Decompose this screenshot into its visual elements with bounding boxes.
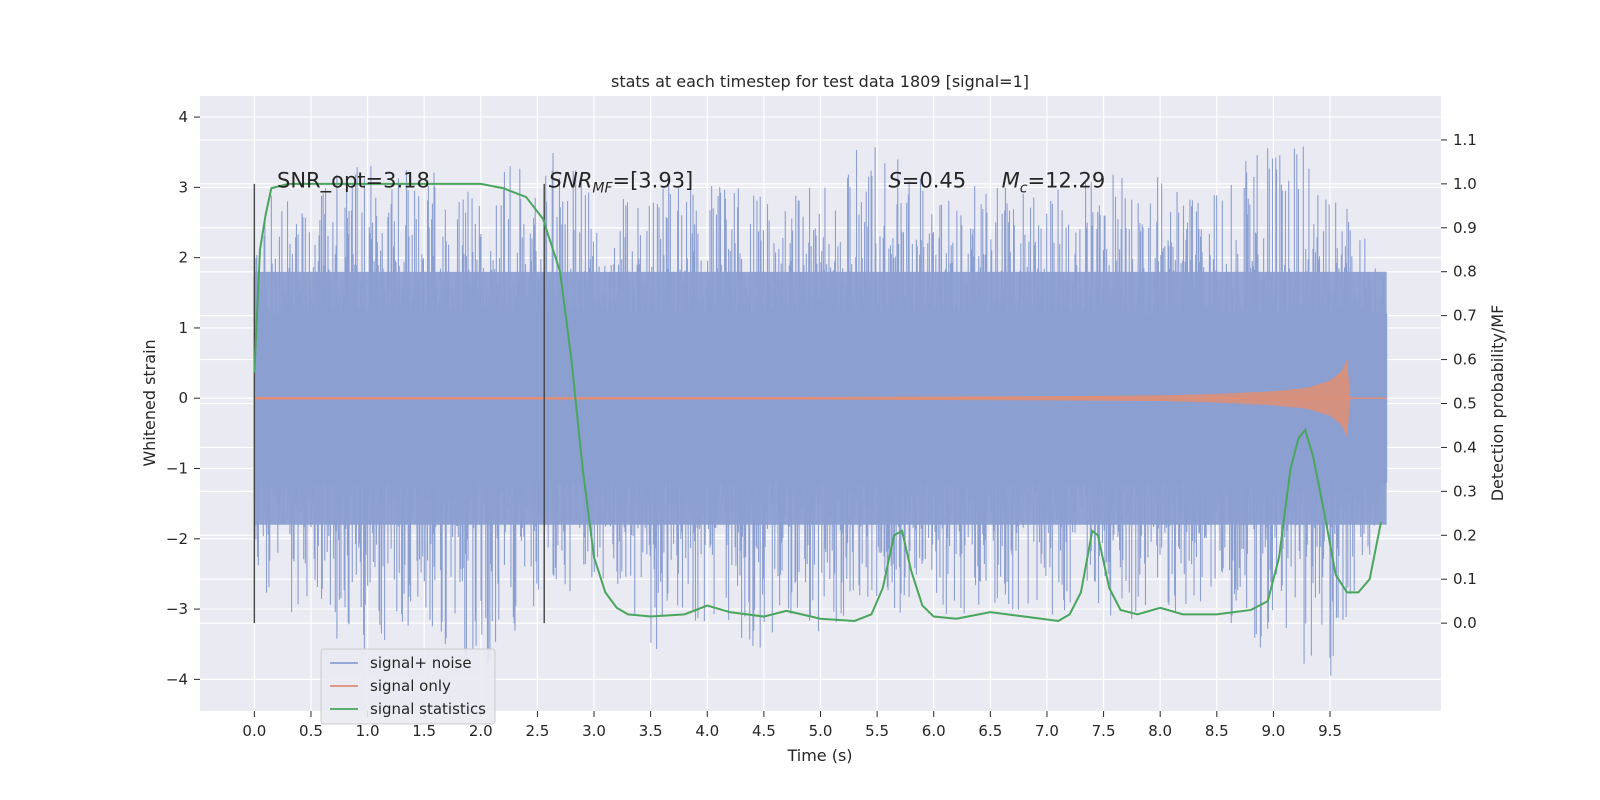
- y-right-tick-label-7: 0.7: [1453, 307, 1477, 325]
- y-right-tick-label-4: 0.4: [1453, 438, 1477, 456]
- x-tick-label-18: 9.0: [1261, 722, 1285, 740]
- series-signal-only: [254, 359, 1387, 437]
- y-axis-left: −4 −3 −2 −1 0 1 2 3 4: [166, 108, 200, 688]
- y-axis-left-label: Whitened strain: [140, 339, 159, 466]
- x-tick-label-2: 1.0: [356, 722, 380, 740]
- x-tick-label-19: 9.5: [1318, 722, 1342, 740]
- legend-label-signal-noise: signal+ noise: [370, 654, 472, 672]
- x-tick-label-9: 4.5: [752, 722, 776, 740]
- y-left-tick-label-8: 4: [178, 108, 188, 126]
- legend: signal+ noise signal only signal statist…: [320, 648, 496, 725]
- legend-box: [320, 648, 496, 725]
- x-tick-label-4: 2.0: [469, 722, 493, 740]
- y-right-tick-label-1: 0.1: [1453, 570, 1477, 588]
- y-right-tick-label-0: 0.0: [1453, 614, 1477, 632]
- x-tick-label-11: 5.5: [865, 722, 889, 740]
- y-right-tick-label-9: 0.9: [1453, 219, 1477, 237]
- x-tick-label-0: 0.0: [242, 722, 266, 740]
- legend-item-signal-noise: signal+ noise: [330, 654, 472, 672]
- y-left-tick-label-4: 0: [178, 389, 188, 407]
- y-axis-right-label: Detection probability/MF: [1488, 305, 1507, 502]
- legend-item-signal-only: signal only: [330, 677, 451, 695]
- annotations: SNR_opt=3.18 SNRMF=[3.93] S=0.45 Mc=12.29: [277, 168, 1105, 196]
- x-tick-label-14: 7.0: [1035, 722, 1059, 740]
- y-left-tick-label-5: 1: [178, 319, 188, 337]
- y-right-tick-label-6: 0.6: [1453, 351, 1477, 369]
- x-axis: 0.0 0.5 1.0 1.5 2.0 2.5 3.0 3.5 4.0 4.5 5.0 5.5 6.0 6…: [242, 711, 1342, 740]
- x-tick-label-13: 6.5: [978, 722, 1002, 740]
- x-tick-label-17: 8.5: [1205, 722, 1229, 740]
- x-tick-label-6: 3.0: [582, 722, 606, 740]
- x-tick-label-5: 2.5: [525, 722, 549, 740]
- legend-label-signal-only: signal only: [370, 677, 451, 695]
- y-right-tick-label-3: 0.3: [1453, 482, 1477, 500]
- statistics-line: [253, 182, 1382, 622]
- x-tick-label-16: 8.0: [1148, 722, 1172, 740]
- y-left-tick-label-1: −3: [166, 600, 188, 618]
- annotation-2: S=0.45: [888, 168, 966, 192]
- legend-label-signal-statistics: signal statistics: [370, 700, 486, 718]
- y-right-tick-label-8: 0.8: [1453, 263, 1477, 281]
- annotation-1: SNRMF=[3.93]: [549, 168, 694, 196]
- x-tick-label-15: 7.5: [1092, 722, 1116, 740]
- y-axis-right: 0.0 0.1 0.2 0.3 0.4 0.5 0.6 0.7 0.8 0.9 1.0 1.1: [1441, 131, 1477, 632]
- annotation-3: Mc=12.29: [1002, 168, 1106, 196]
- x-tick-label-8: 4.0: [695, 722, 719, 740]
- x-tick-label-12: 6.0: [922, 722, 946, 740]
- y-right-tick-label-2: 0.2: [1453, 526, 1477, 544]
- x-tick-label-3: 1.5: [412, 722, 436, 740]
- x-tick-label-7: 3.5: [639, 722, 663, 740]
- series-signal-statistics: [253, 182, 1382, 622]
- y-right-tick-label-10: 1.0: [1453, 175, 1477, 193]
- y-left-tick-label-3: −1: [166, 460, 188, 478]
- y-right-tick-label-11: 1.1: [1453, 131, 1477, 149]
- y-right-tick-label-5: 0.5: [1453, 395, 1477, 413]
- x-axis-label: Time (s): [786, 746, 852, 765]
- y-left-tick-label-0: −4: [166, 670, 188, 688]
- vertical-markers: [253, 183, 545, 624]
- y-left-tick-label-6: 2: [178, 249, 188, 267]
- annotation-0: SNR_opt=3.18: [277, 168, 430, 193]
- chart-title: stats at each timestep for test data 180…: [611, 72, 1029, 91]
- legend-item-signal-statistics: signal statistics: [330, 700, 486, 718]
- x-tick-label-10: 5.0: [809, 722, 833, 740]
- y-left-tick-label-7: 3: [178, 178, 188, 196]
- y-left-tick-label-2: −2: [166, 530, 188, 548]
- x-tick-label-1: 0.5: [299, 722, 323, 740]
